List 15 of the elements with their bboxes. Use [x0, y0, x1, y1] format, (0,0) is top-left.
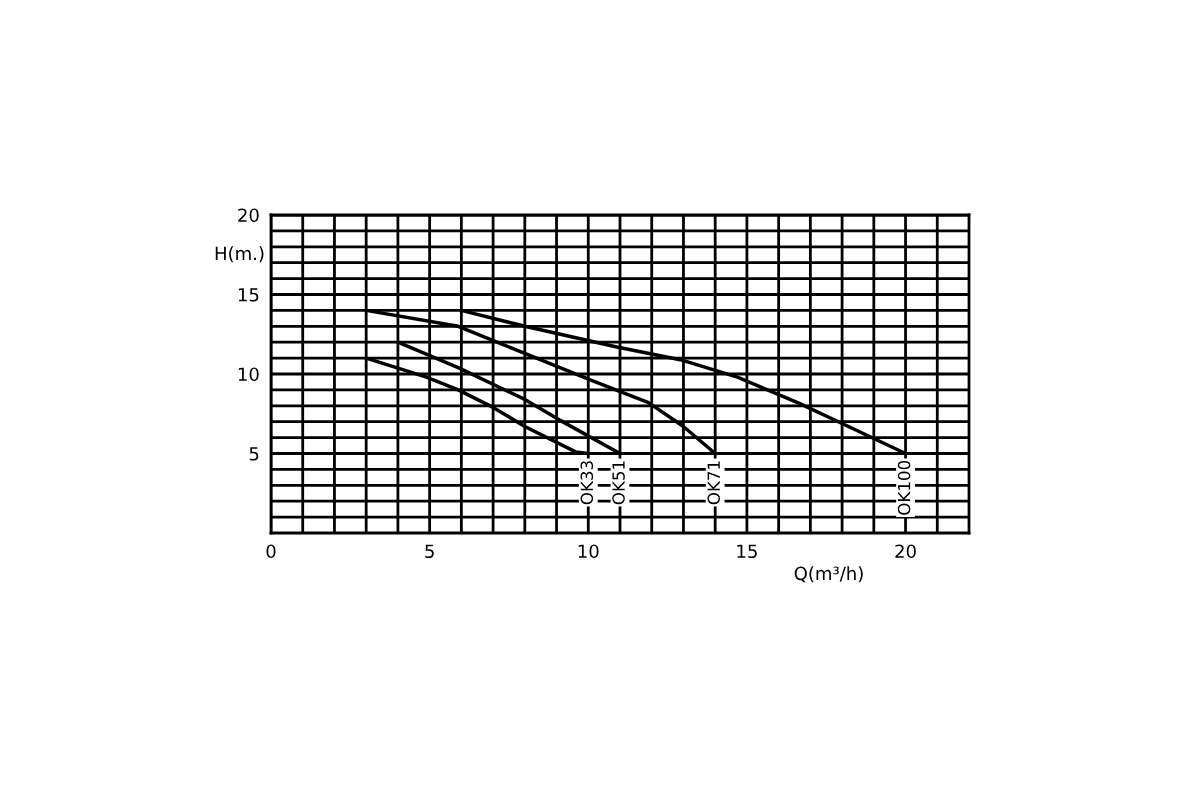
x-tick-label: 10 — [578, 544, 599, 559]
text: OK33 — [580, 461, 594, 505]
x-tick-label: 15 — [737, 544, 757, 559]
y-tick-label: 5 — [249, 447, 259, 461]
y-tick-label: 20 — [238, 208, 259, 223]
x-tick-label: 5 — [425, 544, 434, 559]
y-tick-label: 15 — [238, 288, 259, 302]
text: OK71 — [707, 461, 721, 505]
text: OK100 — [897, 460, 911, 515]
text: OK51 — [612, 461, 625, 505]
y-tick-label: 10 — [238, 367, 259, 382]
x-tick-label: 0 — [266, 544, 276, 559]
y-axis-title: H(m.) — [215, 246, 264, 263]
x-axis-title: Q(m³/h) — [794, 566, 863, 583]
x-tick-label: 20 — [895, 544, 916, 559]
